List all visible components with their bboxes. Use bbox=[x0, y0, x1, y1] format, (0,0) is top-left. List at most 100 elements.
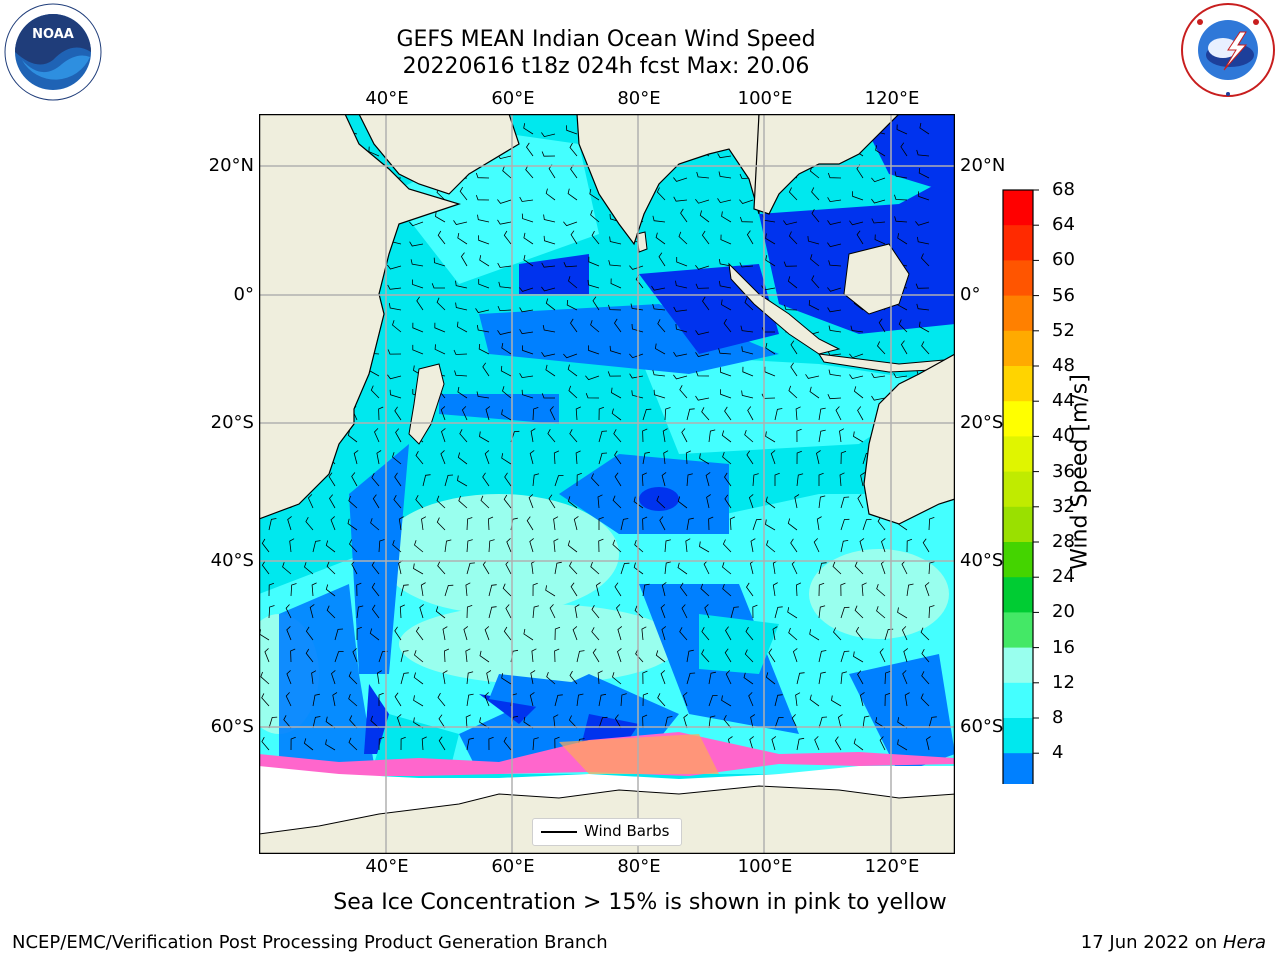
wind-barb bbox=[871, 198, 886, 204]
wind-barb bbox=[595, 582, 601, 597]
wind-barb bbox=[673, 196, 688, 202]
wind-barb bbox=[541, 132, 556, 138]
wind-barb bbox=[750, 714, 756, 729]
wind-barb bbox=[828, 260, 842, 267]
wind-barb bbox=[857, 494, 864, 509]
wind-barb bbox=[708, 429, 716, 443]
wind-barb bbox=[388, 303, 402, 311]
wind-barb bbox=[686, 672, 696, 685]
wind-barb bbox=[260, 671, 270, 685]
sumatra-land bbox=[728, 262, 841, 355]
wind-barb bbox=[371, 582, 380, 597]
wind-barb bbox=[591, 473, 600, 487]
wind-barb bbox=[545, 298, 556, 311]
wind-barb bbox=[501, 453, 512, 465]
wind-barb bbox=[917, 236, 930, 245]
wind-barb bbox=[334, 628, 344, 641]
wind-barb bbox=[790, 538, 798, 553]
wind-barb bbox=[673, 374, 688, 380]
colorbar-tick-label: 20 bbox=[1052, 601, 1075, 623]
wind-barb bbox=[752, 473, 759, 487]
wind-barb bbox=[699, 453, 710, 465]
colorbar-segment bbox=[1003, 542, 1033, 578]
wind-barb bbox=[677, 562, 688, 575]
wind-barb bbox=[742, 366, 754, 377]
wind-barb bbox=[681, 604, 688, 619]
wind-barb bbox=[702, 296, 710, 311]
wind-barb bbox=[871, 218, 886, 224]
wind-barb bbox=[795, 582, 802, 597]
wind-barb bbox=[569, 142, 578, 157]
wind-barb bbox=[718, 258, 732, 267]
wind-barb bbox=[701, 407, 710, 421]
wind-barb bbox=[332, 692, 338, 707]
wind-barb bbox=[563, 353, 578, 359]
lon-tick-top-40e: 40°E bbox=[365, 88, 409, 109]
wind-barb bbox=[311, 670, 317, 685]
wind-barb bbox=[810, 254, 820, 267]
wind-barb bbox=[722, 539, 732, 553]
wind-barb bbox=[352, 648, 358, 663]
wind-barb bbox=[433, 257, 446, 267]
wind-barb bbox=[374, 428, 380, 443]
wind-barb bbox=[268, 716, 278, 729]
wind-barb bbox=[591, 605, 600, 619]
wind-barb bbox=[900, 142, 908, 157]
wind-barb bbox=[506, 538, 512, 553]
wind-barb bbox=[304, 562, 314, 575]
colorbar-segment bbox=[1003, 612, 1033, 649]
colorbar-frame bbox=[1002, 189, 1034, 784]
wind-barb bbox=[749, 736, 754, 751]
wind-barb bbox=[597, 670, 603, 685]
wind-barb bbox=[437, 692, 446, 707]
wind-barb bbox=[523, 254, 534, 267]
wind-barb bbox=[898, 319, 908, 333]
wind-barb bbox=[614, 714, 622, 729]
wind-barb bbox=[745, 626, 754, 641]
wind-barb bbox=[378, 736, 385, 751]
lon-tick-top-100e: 100°E bbox=[737, 88, 793, 109]
wind-barb bbox=[523, 123, 534, 135]
wind-barb bbox=[479, 650, 490, 663]
wind-barb bbox=[613, 429, 622, 443]
wind-barb bbox=[330, 516, 336, 531]
wind-barb bbox=[699, 210, 710, 223]
wind-barb bbox=[919, 122, 930, 135]
wind-barb bbox=[505, 604, 512, 619]
wind-barb bbox=[530, 428, 536, 443]
wind-barb bbox=[897, 717, 908, 729]
wind-barb bbox=[853, 386, 864, 399]
wind-barb bbox=[664, 539, 671, 553]
wind-barb bbox=[808, 300, 820, 311]
wind-barb bbox=[772, 582, 778, 597]
wind-barb bbox=[575, 406, 581, 421]
legend-line-icon bbox=[541, 831, 577, 833]
wind-barb bbox=[436, 517, 446, 531]
wind-barb bbox=[566, 125, 578, 135]
wind-barb bbox=[413, 672, 424, 685]
lat-tick-right-20n: 20°N bbox=[960, 155, 1006, 176]
wind-barb bbox=[378, 406, 384, 421]
wind-barb bbox=[828, 369, 842, 377]
wind-barb bbox=[283, 715, 292, 729]
chart-title: GEFS MEAN Indian Ocean Wind Speed bbox=[396, 27, 816, 52]
wind-barb bbox=[708, 671, 716, 685]
wind-barb bbox=[307, 494, 314, 509]
wind-barb bbox=[598, 516, 604, 530]
wind-barb bbox=[479, 717, 490, 729]
wind-barb bbox=[349, 715, 358, 729]
wind-barb bbox=[456, 321, 468, 333]
wind-barb bbox=[813, 538, 820, 553]
lat-tick-right-60s: 60°S bbox=[960, 716, 1004, 737]
wind-barb bbox=[788, 627, 798, 641]
wind-barb bbox=[387, 264, 402, 270]
wind-barb bbox=[476, 324, 490, 333]
colorbar-tick-label: 8 bbox=[1052, 707, 1064, 728]
wind-barb bbox=[764, 366, 776, 377]
wind-barb bbox=[554, 694, 563, 707]
wind-barb bbox=[768, 648, 776, 663]
wind-barb bbox=[720, 389, 732, 399]
wind-barb bbox=[523, 628, 534, 641]
wind-barb bbox=[787, 518, 798, 531]
colorbar bbox=[1002, 189, 1039, 784]
